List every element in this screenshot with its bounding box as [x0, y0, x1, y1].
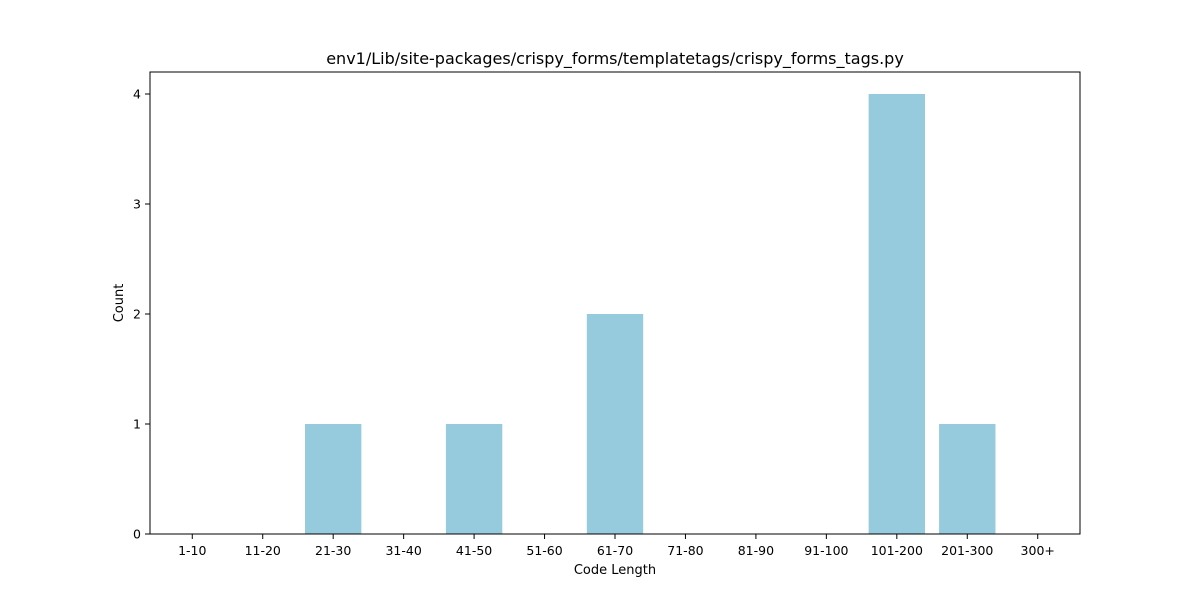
chart-title: env1/Lib/site-packages/crispy_forms/temp…	[326, 49, 904, 69]
x-tick-label: 91-100	[804, 543, 848, 558]
x-tick-label: 61-70	[597, 543, 633, 558]
x-tick-label: 71-80	[667, 543, 703, 558]
x-tick-label: 11-20	[245, 543, 281, 558]
x-axis-ticks: 1-10 11-20 21-30 31-40 41-50 51-60 61-70 71-80 8…	[178, 534, 1055, 558]
x-tick-label: 41-50	[456, 543, 492, 558]
y-tick-label: 3	[133, 197, 141, 212]
bar-101-200	[868, 94, 925, 534]
y-tick-label: 4	[133, 87, 141, 102]
bar-61-70	[586, 314, 644, 534]
x-tick-label: 300+	[1021, 543, 1055, 558]
bar-41-50	[445, 424, 503, 534]
x-axis-label: Code Length	[574, 563, 656, 578]
y-axis-label: Count	[112, 284, 127, 323]
x-tick-label: 101-200	[871, 543, 923, 558]
x-tick-label: 1-10	[178, 543, 206, 558]
bars-group	[305, 94, 996, 534]
x-tick-label: 81-90	[738, 543, 774, 558]
y-tick-label: 0	[133, 527, 141, 542]
y-tick-label: 1	[133, 417, 141, 432]
y-axis-ticks: 0 1 2 3 4	[133, 87, 150, 542]
x-tick-label: 51-60	[526, 543, 562, 558]
x-tick-label: 21-30	[315, 543, 351, 558]
bar-21-30	[305, 424, 362, 534]
x-tick-label: 201-300	[941, 543, 993, 558]
bar-201-300	[939, 424, 996, 534]
y-tick-label: 2	[133, 307, 141, 322]
x-tick-label: 31-40	[385, 543, 421, 558]
